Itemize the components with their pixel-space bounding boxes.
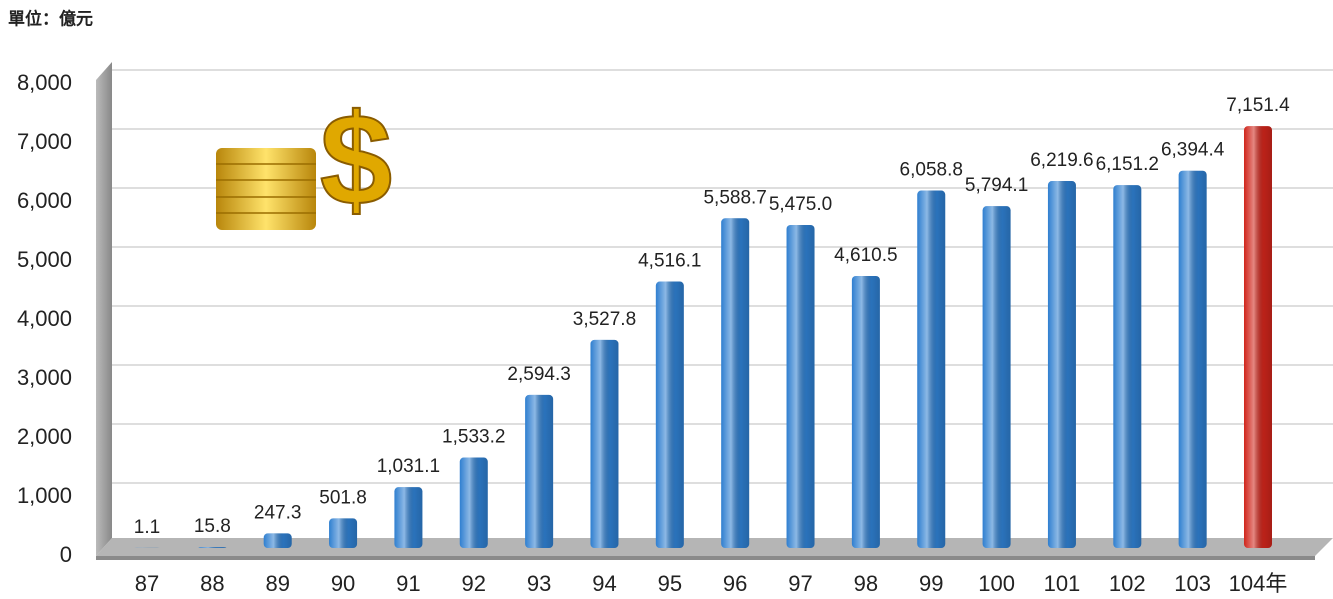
x-tick-label: 104年 (1229, 571, 1288, 596)
y-tick-label: 5,000 (17, 247, 72, 272)
svg-text:$: $ (320, 86, 392, 232)
bar-shine (590, 339, 619, 548)
x-tick-label: 93 (527, 571, 551, 596)
bars (133, 126, 1272, 549)
value-label: 4,610.5 (834, 245, 897, 266)
x-tick-label: 88 (200, 571, 224, 596)
bar-shine (851, 275, 880, 548)
value-label: 1,533.2 (442, 427, 505, 448)
x-tick-label: 100 (978, 571, 1015, 596)
y-tick-label: 3,000 (17, 365, 72, 390)
value-label: 6,394.4 (1161, 140, 1225, 161)
y-tick-label: 8,000 (17, 70, 72, 95)
y-tick-label: 1,000 (17, 483, 72, 508)
value-label: 5,794.1 (965, 175, 1028, 196)
x-tick-label: 96 (723, 571, 747, 596)
x-tick-label: 99 (919, 571, 943, 596)
y-tick-label: 4,000 (17, 306, 72, 331)
bar-shine (525, 394, 554, 548)
bar-shine (263, 533, 292, 548)
x-tick-label: 102 (1109, 571, 1146, 596)
unit-label: 單位：億元 (8, 8, 93, 28)
value-label: 6,058.8 (900, 160, 963, 181)
x-tick-label: 103 (1174, 571, 1211, 596)
bar-shine (982, 206, 1011, 548)
x-tick-label: 89 (265, 571, 289, 596)
value-label: 15.8 (194, 516, 231, 537)
bar-shine (786, 224, 815, 548)
value-label: 2,594.3 (507, 364, 570, 385)
bar-shine (721, 218, 750, 548)
bar-shine (329, 518, 358, 548)
value-label: 5,588.7 (703, 187, 766, 208)
bar-shine (1178, 170, 1207, 548)
value-label: 1.1 (134, 517, 160, 538)
x-tick-label: 91 (396, 571, 420, 596)
coins-icon: $ (216, 85, 393, 233)
bar-shine (917, 190, 946, 548)
x-tick-label: 95 (658, 571, 682, 596)
y-tick-label: 6,000 (17, 188, 72, 213)
value-label: 6,151.2 (1096, 154, 1159, 175)
bar-shine (1244, 126, 1272, 549)
value-label: 4,516.1 (638, 251, 701, 272)
x-tick-label: 97 (788, 571, 812, 596)
x-tick-label: 87 (135, 571, 159, 596)
bar-shine (459, 457, 488, 548)
x-tick-label: 98 (854, 571, 878, 596)
bar-shine (1047, 181, 1076, 549)
value-label: 7,151.4 (1226, 95, 1290, 116)
bar-shine (198, 547, 227, 548)
x-tick-label: 94 (592, 571, 616, 596)
value-label: 247.3 (254, 502, 302, 523)
x-tick-label: 101 (1044, 571, 1081, 596)
x-tick-label: 92 (462, 571, 486, 596)
value-label: 1,031.1 (377, 456, 440, 477)
floor-edge (96, 556, 1315, 560)
left-wall (96, 62, 112, 556)
value-label: 5,475.0 (769, 194, 832, 215)
value-label: 6,219.6 (1030, 150, 1093, 171)
y-tick-label: 0 (60, 542, 72, 567)
bar-shine (394, 487, 423, 548)
bar-shine (655, 281, 684, 548)
value-label: 501.8 (319, 487, 367, 508)
x-tick-label: 90 (331, 571, 355, 596)
y-tick-label: 2,000 (17, 424, 72, 449)
value-label: 3,527.8 (573, 309, 636, 330)
bar-shine (1113, 185, 1142, 548)
y-tick-label: 7,000 (17, 129, 72, 154)
